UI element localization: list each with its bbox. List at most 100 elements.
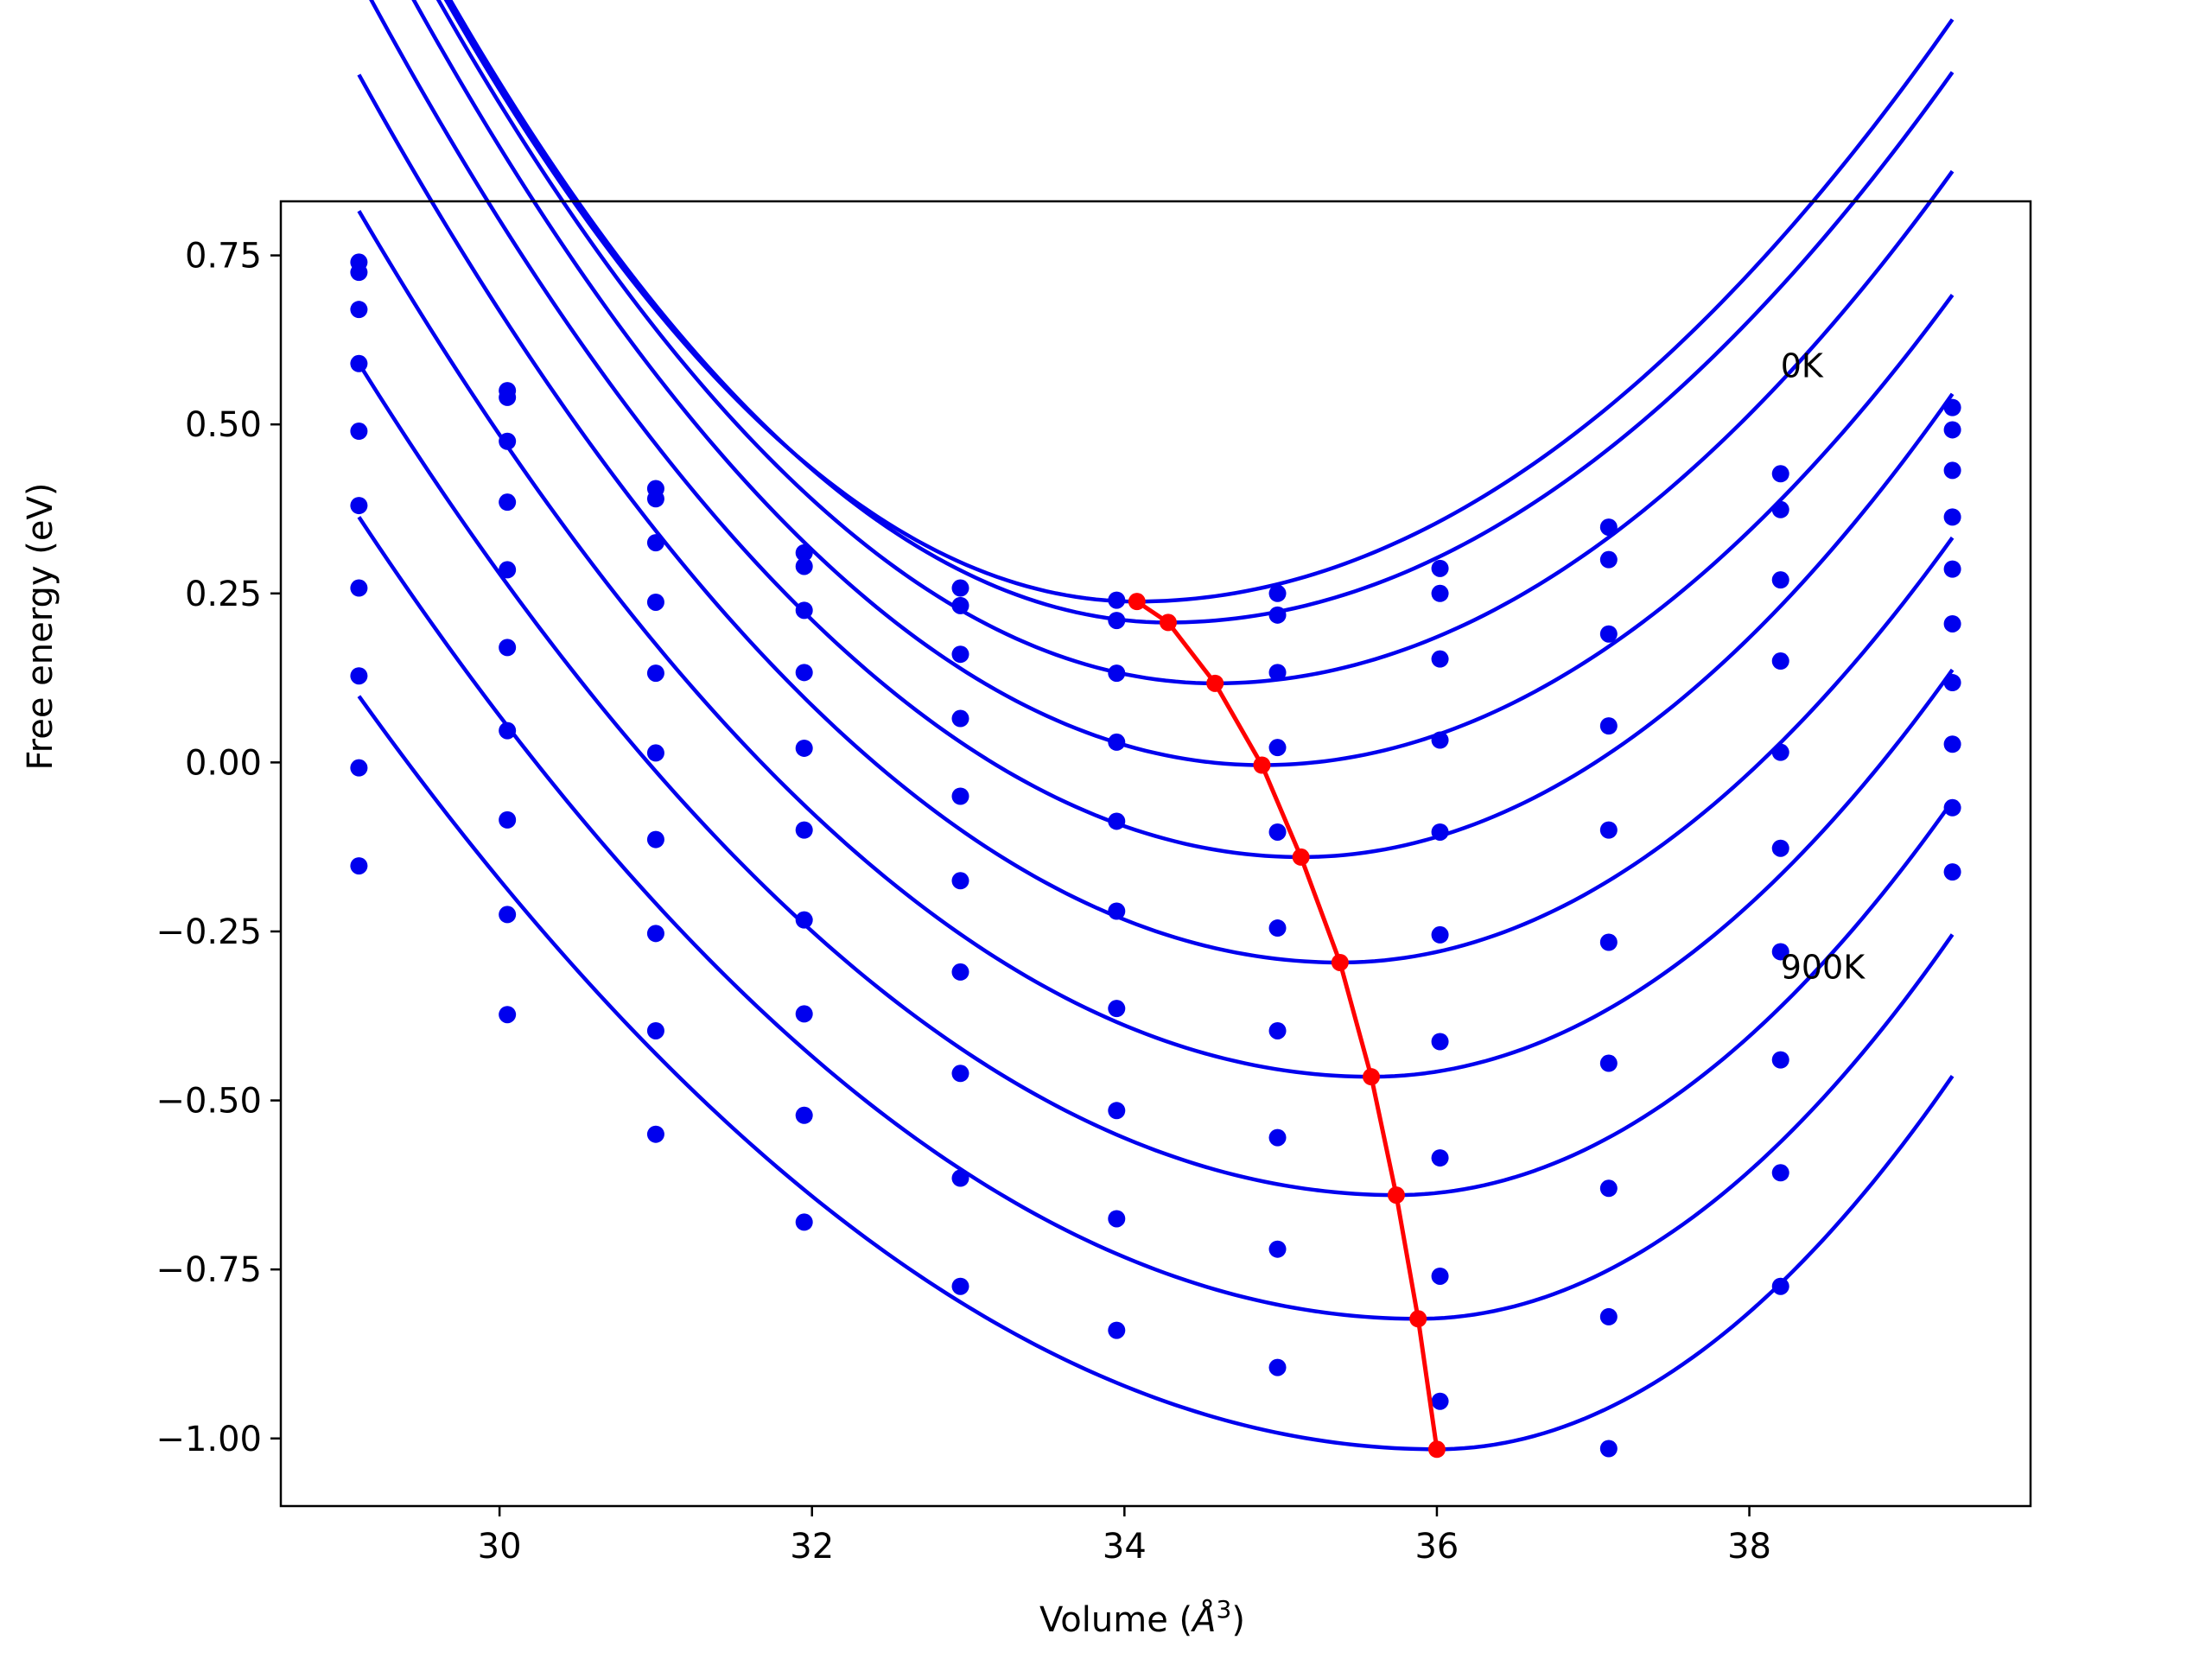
data-point <box>795 1213 813 1231</box>
data-point <box>951 872 969 890</box>
data-point <box>1771 943 1789 961</box>
data-point <box>1943 798 1961 817</box>
x-tick-label: 32 <box>790 1527 834 1567</box>
data-point <box>951 787 969 805</box>
minimum-point <box>1253 756 1271 774</box>
minimum-energy-line <box>1128 593 1446 1459</box>
data-point <box>1108 612 1126 630</box>
data-point <box>951 963 969 981</box>
y-tick-label: −1.00 <box>156 1420 262 1459</box>
data-point <box>646 593 664 611</box>
data-point <box>1431 650 1449 668</box>
data-point <box>1599 625 1618 643</box>
data-point <box>1108 733 1126 751</box>
data-point <box>795 911 813 929</box>
data-point <box>1599 518 1618 537</box>
data-point <box>1108 1210 1126 1228</box>
data-point <box>499 639 517 657</box>
temperature-annotation: 0K <box>1781 346 1824 385</box>
data-point <box>646 1125 664 1143</box>
data-point <box>1943 863 1961 881</box>
data-point <box>951 596 969 614</box>
data-point <box>1431 1267 1449 1285</box>
data-point <box>1268 606 1287 624</box>
axes: 30 32 34 36 38 0.75 0.50 0.25 0.00 −0.25 −0.50 −0.7… <box>156 237 1771 1567</box>
data-point <box>1771 839 1789 857</box>
data-point <box>1943 560 1961 578</box>
x-tick-label: 36 <box>1414 1527 1459 1567</box>
data-point <box>951 579 969 597</box>
x-tick-label: 34 <box>1103 1527 1147 1567</box>
data-point <box>350 857 368 875</box>
data-point <box>1431 1033 1449 1051</box>
minimum-point <box>1159 613 1177 632</box>
data-point <box>350 423 368 441</box>
data-point <box>1108 1321 1126 1339</box>
data-point <box>499 906 517 924</box>
data-point <box>951 1277 969 1295</box>
y-tick-label: 0.00 <box>185 743 262 783</box>
data-point <box>795 821 813 839</box>
data-point <box>350 579 368 597</box>
data-point <box>1268 1240 1287 1258</box>
data-point <box>795 739 813 757</box>
data-point <box>795 1005 813 1023</box>
data-point <box>1431 1149 1449 1167</box>
x-axis-label-superscript: 3 <box>1217 1595 1232 1624</box>
data-point <box>1431 559 1449 577</box>
data-point <box>499 810 517 829</box>
x-tick-label: 30 <box>478 1527 522 1567</box>
data-point <box>795 557 813 575</box>
x-axis-label-text: Volume ( <box>1039 1600 1192 1640</box>
data-point <box>951 1065 969 1083</box>
data-point <box>1431 823 1449 841</box>
minimum-point <box>1331 953 1349 971</box>
minimum-point <box>1363 1068 1381 1086</box>
data-point <box>499 1006 517 1024</box>
data-point <box>646 925 664 943</box>
minimum-point <box>1409 1310 1427 1328</box>
data-point <box>1268 1358 1287 1376</box>
data-point <box>1108 664 1126 683</box>
data-point <box>795 664 813 682</box>
data-point <box>646 490 664 508</box>
minimum-point <box>1387 1186 1405 1205</box>
y-tick-label: −0.75 <box>156 1250 262 1290</box>
data-point <box>1268 1128 1287 1147</box>
y-tick-label: −0.50 <box>156 1082 262 1122</box>
data-point <box>1268 584 1287 602</box>
data-point <box>1268 1021 1287 1039</box>
fit-curve-0 <box>443 0 1955 604</box>
data-point <box>1599 1307 1618 1325</box>
data-point <box>1771 1051 1789 1069</box>
data-point <box>646 830 664 849</box>
data-point <box>350 759 368 777</box>
data-point <box>1943 461 1961 480</box>
data-point <box>350 497 368 515</box>
fit-curve-9 <box>357 695 1955 1452</box>
data-point <box>1108 1000 1126 1018</box>
data-point <box>1599 1054 1618 1072</box>
data-point <box>1108 812 1126 830</box>
minimum-point <box>1292 848 1310 866</box>
x-axis-label-close: ) <box>1231 1600 1245 1640</box>
data-point <box>1268 823 1287 841</box>
data-point <box>1268 664 1287 682</box>
data-point <box>1943 735 1961 753</box>
fit-curve-5 <box>357 73 1955 965</box>
y-tick-label: 0.50 <box>185 405 262 445</box>
data-point <box>499 388 517 406</box>
data-point <box>1599 550 1618 569</box>
fit-curve-1 <box>448 0 1955 625</box>
data-point <box>1431 1392 1449 1410</box>
data-point <box>646 1021 664 1039</box>
fit-curve-8 <box>357 516 1955 1321</box>
y-tick-label: 0.25 <box>185 575 262 614</box>
data-point <box>1599 717 1618 735</box>
data-point <box>1108 902 1126 920</box>
data-point <box>1771 1277 1789 1295</box>
data-point <box>1771 465 1789 483</box>
data-point <box>1599 1440 1618 1458</box>
